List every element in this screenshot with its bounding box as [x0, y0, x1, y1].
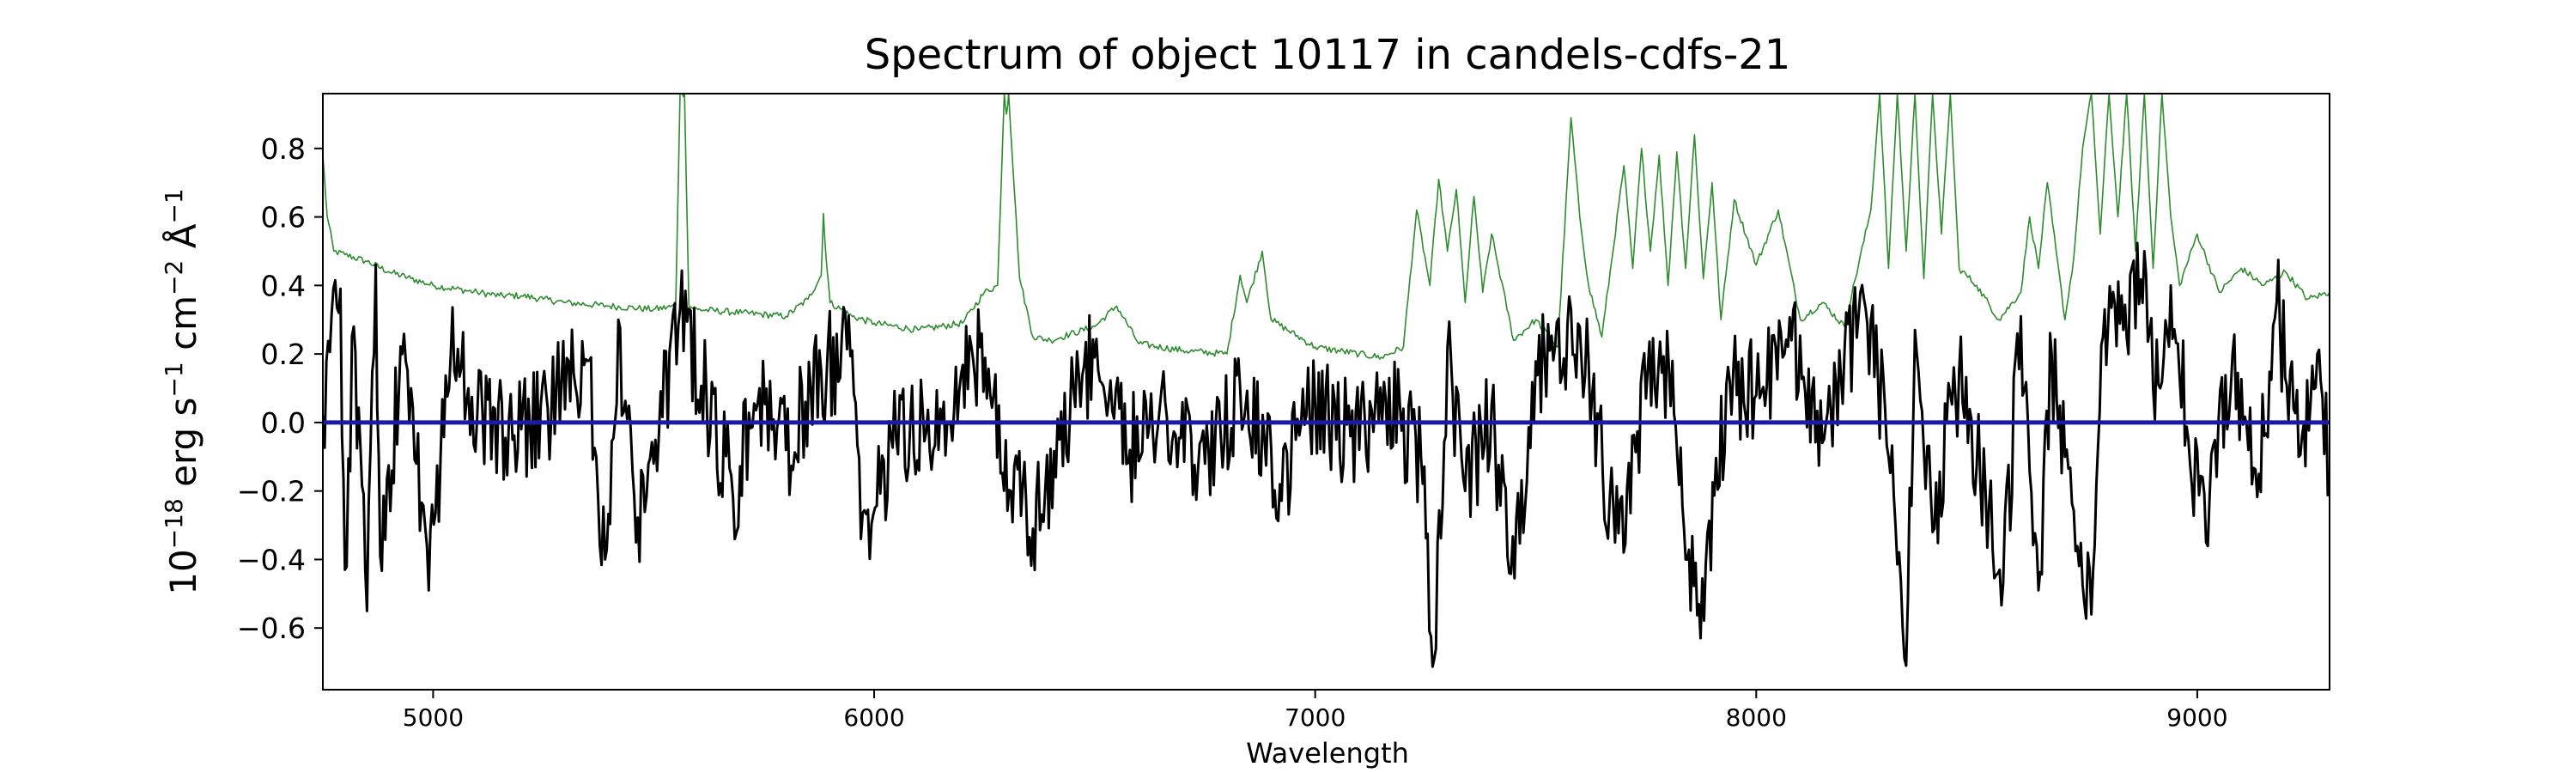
y-tick-label: 0.8 — [261, 132, 306, 166]
y-label-unit3: Å — [161, 223, 204, 259]
plot-frame — [322, 93, 2330, 691]
x-tick-label: 6000 — [843, 703, 904, 732]
y-label-exp1: −18 — [160, 498, 188, 549]
y-tick-label: −0.4 — [237, 543, 306, 576]
chart-title: Spectrum of object 10117 in candels-cdfs… — [865, 31, 1791, 79]
y-label-unit1: erg s — [162, 398, 204, 499]
x-axis: 5000 6000 7000 8000 9000 — [403, 690, 2228, 732]
x-tick-label: 9000 — [2166, 703, 2227, 732]
y-tick-label: −0.6 — [237, 612, 306, 645]
flux-series-line — [323, 241, 2330, 668]
y-label-exp3: −2 — [160, 260, 188, 295]
x-tick-label: 8000 — [1726, 703, 1787, 732]
y-label-exp4: −1 — [160, 188, 188, 223]
y-axis: −0.6 −0.4 −0.2 0.0 0.2 0.4 0.6 0.8 — [237, 132, 323, 645]
y-tick-label: 0.0 — [261, 406, 306, 440]
y-tick-label: 0.2 — [261, 338, 306, 371]
y-label-unit2: cm — [162, 295, 204, 362]
y-label-base: 10 — [162, 549, 204, 594]
y-tick-label: 0.4 — [261, 269, 306, 302]
y-label-exp2: −1 — [160, 362, 188, 397]
y-tick-label: 0.6 — [261, 201, 306, 234]
x-axis-label: Wavelength — [1246, 737, 1409, 770]
series-layer — [323, 94, 2330, 668]
error-series-line — [323, 94, 2330, 360]
x-tick-label: 5000 — [403, 703, 464, 732]
x-tick-label: 7000 — [1285, 703, 1346, 732]
y-tick-label: −0.2 — [237, 475, 306, 508]
y-axis-label: 10−18 erg s−1 cm−2 Å−1 — [160, 188, 204, 594]
